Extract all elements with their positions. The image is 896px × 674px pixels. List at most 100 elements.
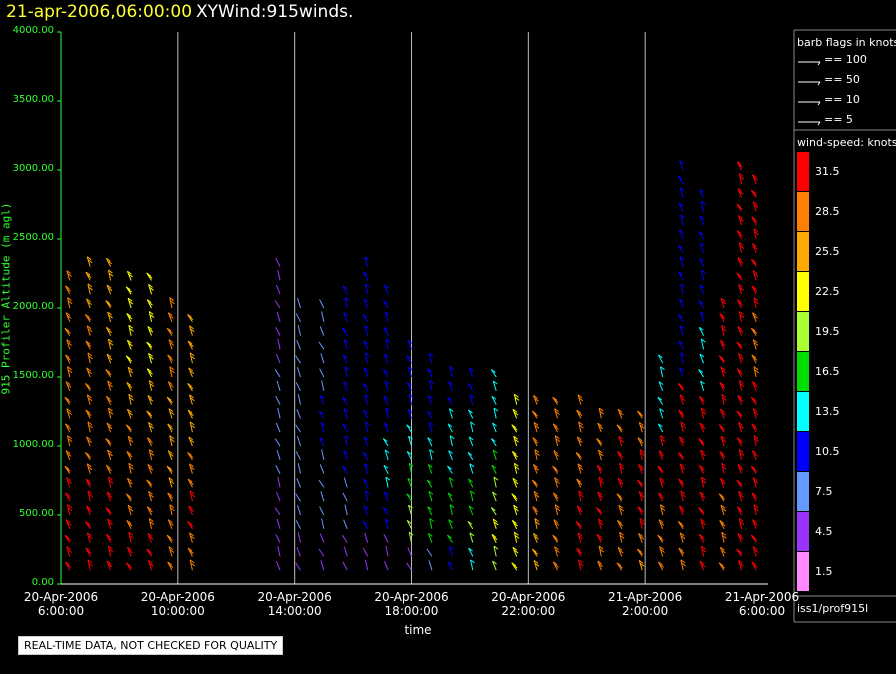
wind-barb xyxy=(274,507,281,516)
wind-barb xyxy=(448,450,454,460)
speed-color-scale xyxy=(793,29,896,623)
wind-barb xyxy=(511,493,518,502)
wind-barb xyxy=(492,560,497,571)
wind-barb xyxy=(700,338,706,350)
wind-barb xyxy=(146,410,153,419)
wind-barb xyxy=(407,477,413,488)
wind-barb xyxy=(319,326,325,336)
wind-barb xyxy=(126,382,133,392)
wind-barb xyxy=(383,395,389,405)
wind-barb xyxy=(127,366,134,378)
wind-barb xyxy=(107,407,114,419)
wind-barb xyxy=(65,312,72,322)
wind-barb xyxy=(616,424,623,433)
wind-barb xyxy=(86,298,92,309)
wind-barb xyxy=(678,340,684,350)
wind-barb xyxy=(752,243,758,253)
wind-barb xyxy=(447,465,453,474)
wind-barb xyxy=(408,393,414,405)
wind-barb xyxy=(167,492,174,502)
wind-barb xyxy=(467,520,474,530)
wind-barb xyxy=(750,534,758,543)
wind-barb xyxy=(680,283,686,295)
wind-barb xyxy=(493,476,499,488)
wind-barb xyxy=(385,476,391,488)
wind-barb xyxy=(617,546,624,557)
wind-barb xyxy=(297,325,301,336)
wind-barb xyxy=(657,492,664,502)
wind-barb xyxy=(720,435,727,447)
wind-barb xyxy=(753,366,759,378)
wind-barb xyxy=(752,174,758,184)
wind-barb xyxy=(598,407,605,419)
speed-swatch xyxy=(797,432,809,471)
wind-barb xyxy=(125,562,132,571)
wind-barb xyxy=(750,258,758,267)
wind-barb xyxy=(166,534,173,543)
barb-sample xyxy=(798,81,821,86)
wind-barb xyxy=(296,478,301,488)
wind-barb xyxy=(127,435,134,447)
wind-barb xyxy=(657,423,664,433)
wind-barb xyxy=(275,491,281,502)
wind-barb xyxy=(148,518,155,529)
wind-barb xyxy=(106,422,113,433)
wind-barb xyxy=(719,451,726,461)
x-tick-label: 20-Apr-2006 6:00:00 xyxy=(16,590,106,618)
speed-legend-label: 1.5 xyxy=(815,565,833,578)
wind-barb xyxy=(107,380,113,391)
wind-barb xyxy=(492,380,498,391)
wind-barb xyxy=(297,436,301,447)
wind-barb xyxy=(105,257,112,267)
wind-barb xyxy=(636,410,644,419)
wind-barb xyxy=(428,421,434,433)
wind-barb xyxy=(406,424,412,433)
wind-barb xyxy=(148,421,154,433)
wind-barb xyxy=(87,421,93,433)
wind-barb xyxy=(679,532,686,543)
wind-barb xyxy=(146,437,153,447)
wind-barb xyxy=(577,463,584,474)
wind-barb xyxy=(467,451,474,461)
wind-barb xyxy=(343,312,348,322)
x-tick-time: 6:00:00 xyxy=(37,604,85,618)
x-tick-label: 20-Apr-2006 22:00:00 xyxy=(483,590,573,618)
wind-barb xyxy=(750,327,758,336)
x-tick-label: 21-Apr-2006 2:00:00 xyxy=(600,590,690,618)
wind-barb xyxy=(718,424,725,433)
x-tick-date: 20-Apr-2006 xyxy=(374,590,449,604)
wind-barb xyxy=(147,395,154,405)
wind-barb xyxy=(718,355,725,364)
speed-legend-label: 19.5 xyxy=(815,325,840,338)
wind-barb xyxy=(383,422,389,433)
wind-barb xyxy=(552,465,559,474)
axes xyxy=(57,31,768,585)
wind-barb xyxy=(125,424,132,433)
wind-barb xyxy=(344,297,350,309)
wind-barb xyxy=(552,534,559,543)
wind-barb xyxy=(408,462,414,474)
wind-barb xyxy=(343,381,348,391)
wind-barb xyxy=(637,437,644,447)
speed-legend-label: 4.5 xyxy=(815,525,833,538)
wind-barb xyxy=(65,354,72,364)
x-tick-time: 18:00:00 xyxy=(384,604,439,618)
wind-barb xyxy=(297,532,301,543)
wind-barb xyxy=(321,518,325,529)
wind-barb xyxy=(319,437,325,447)
wind-barb xyxy=(751,423,758,433)
wind-barb xyxy=(449,366,455,378)
wind-barb xyxy=(320,491,325,502)
wind-barb xyxy=(167,519,174,529)
speed-legend-label: 28.5 xyxy=(815,205,840,218)
wind-barb xyxy=(752,477,759,488)
wind-barb xyxy=(597,422,604,433)
wind-barb xyxy=(680,352,686,364)
wind-barb xyxy=(737,395,744,405)
wind-barb xyxy=(657,465,664,474)
wind-barb xyxy=(598,545,605,557)
wind-barb xyxy=(274,300,281,309)
wind-barb xyxy=(168,339,175,350)
wind-barb xyxy=(295,520,301,530)
